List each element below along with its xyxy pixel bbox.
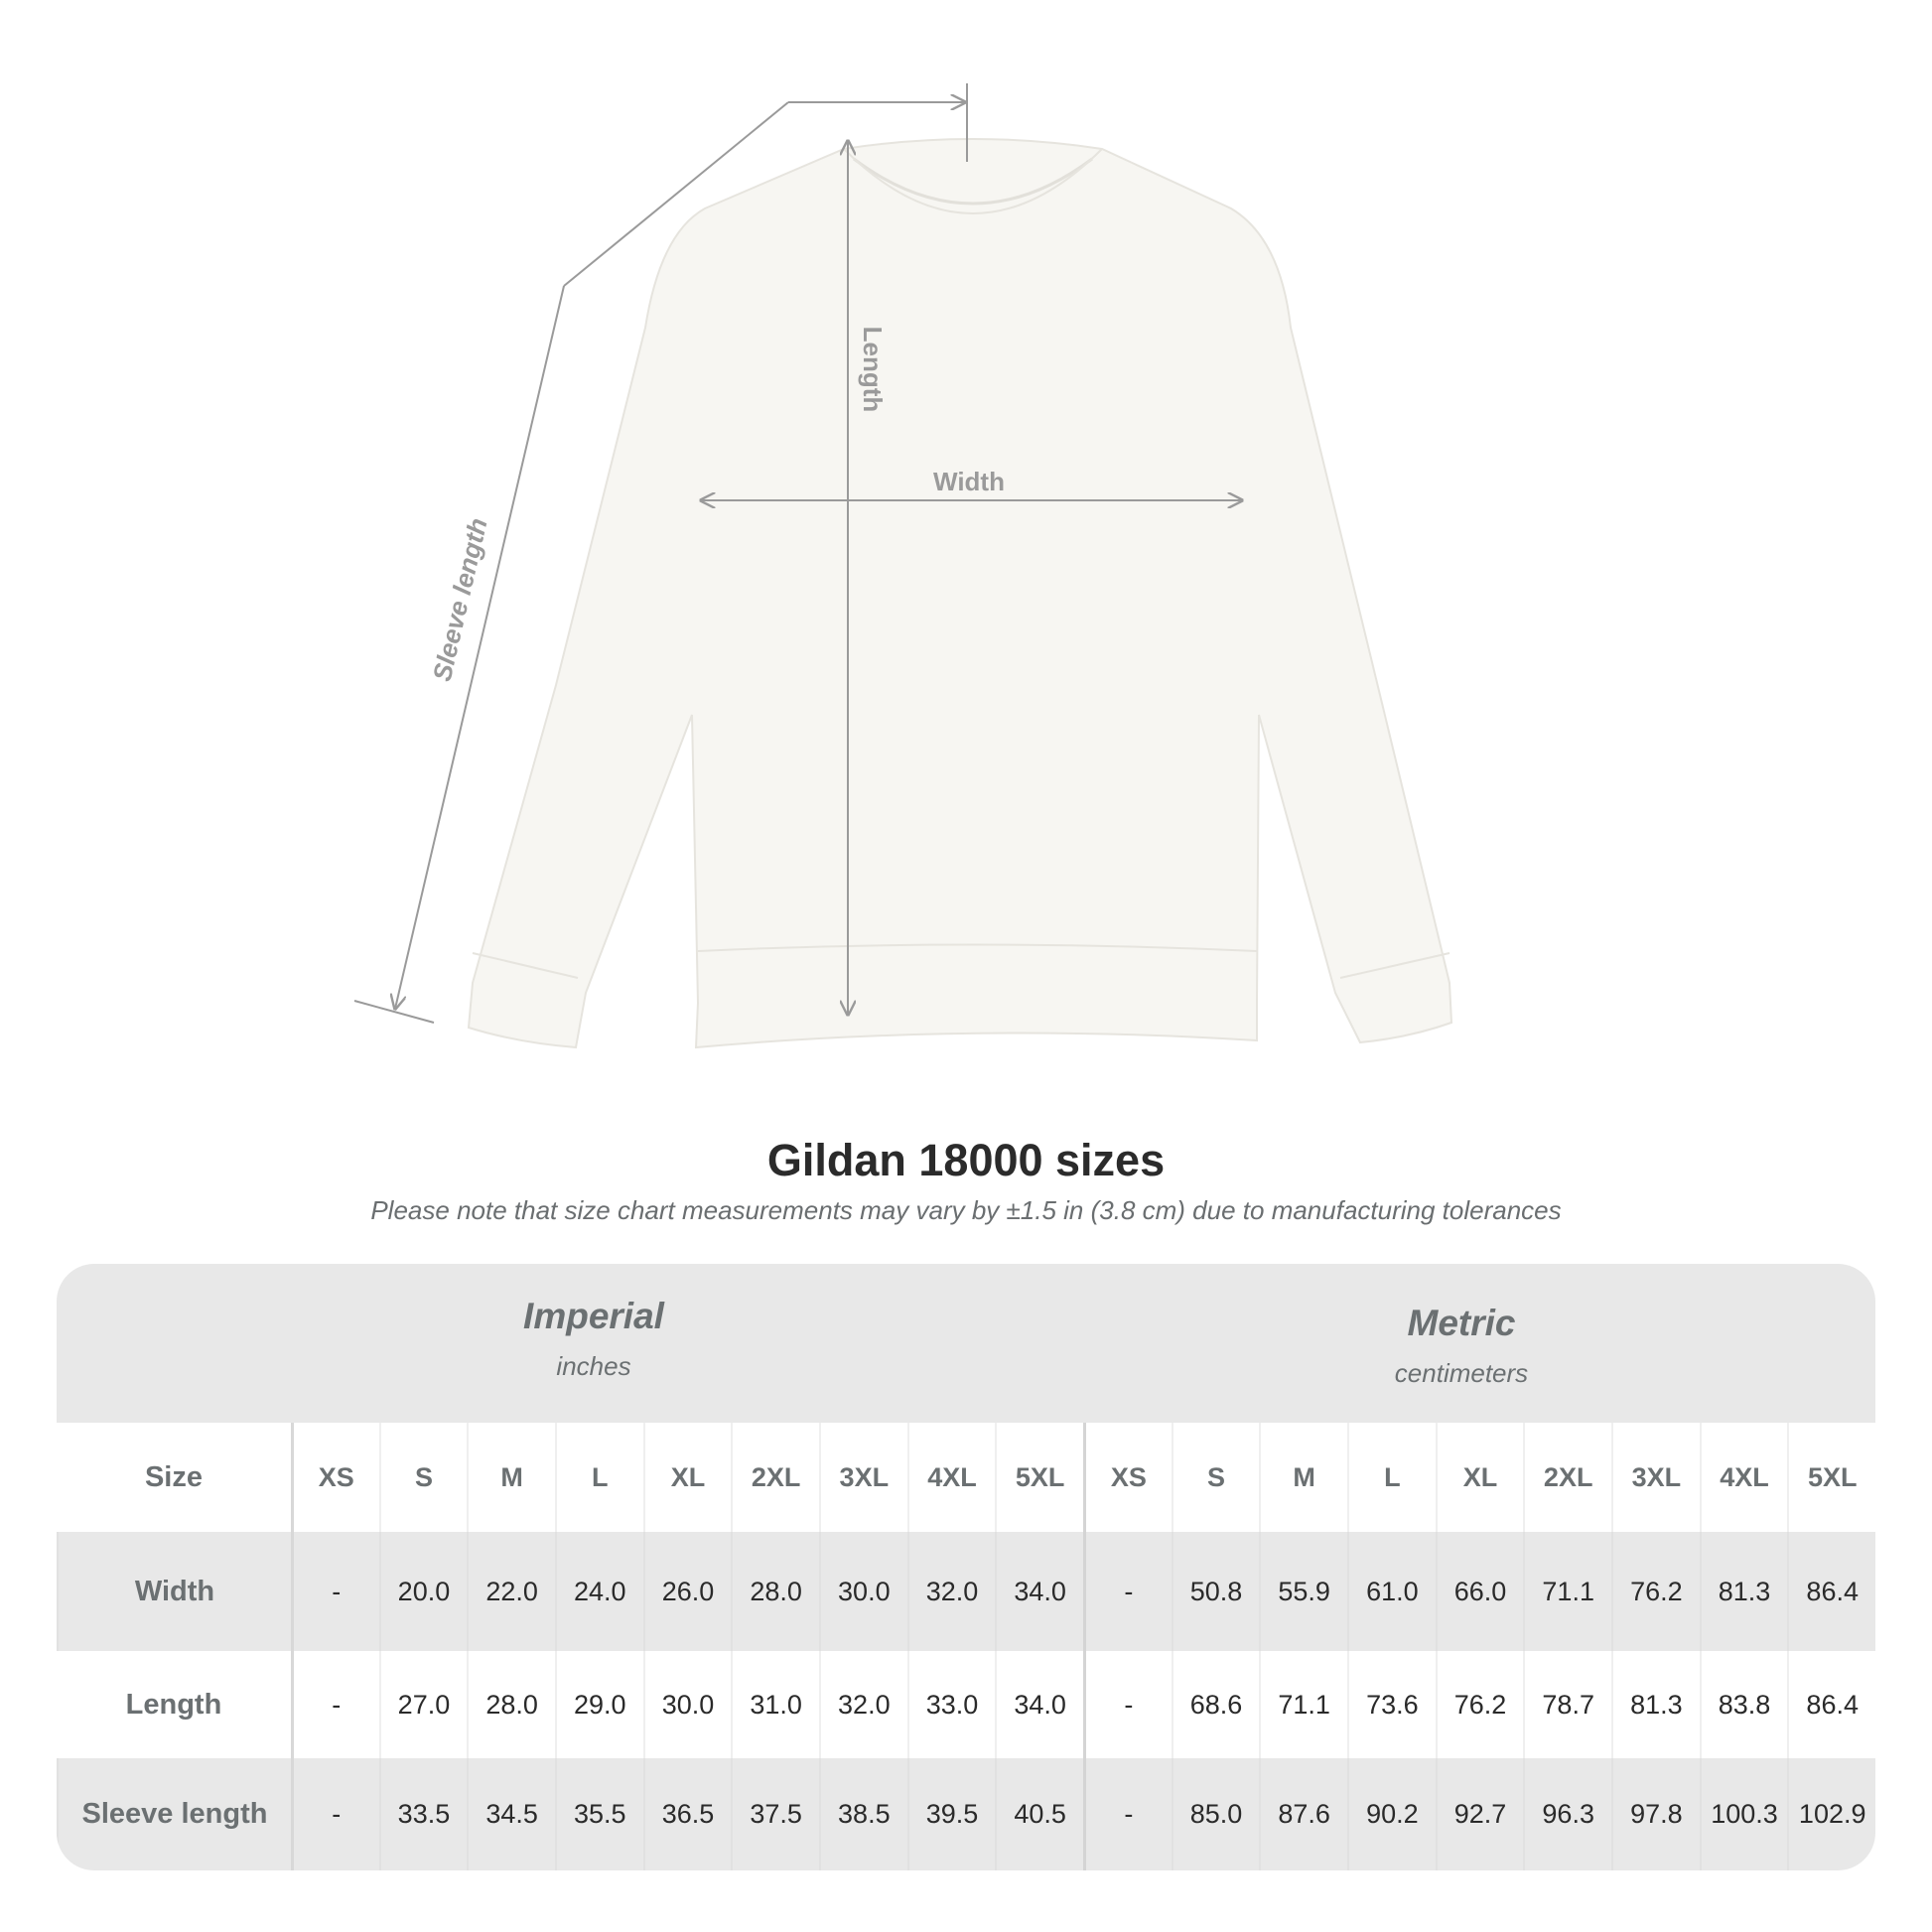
value-cell-metric: 83.8	[1699, 1651, 1788, 1758]
value-cell-imperial: 26.0	[642, 1532, 732, 1651]
value-cell-imperial: 36.5	[642, 1758, 732, 1870]
size-header-metric: 4XL	[1699, 1423, 1788, 1532]
size-header-metric: 3XL	[1611, 1423, 1700, 1532]
value-cell-metric: 76.2	[1611, 1532, 1700, 1651]
value-cell-imperial: 28.0	[731, 1532, 819, 1651]
value-cell-imperial: 34.0	[995, 1651, 1083, 1758]
value-cell-metric: 78.7	[1523, 1651, 1611, 1758]
value-cell-metric: 97.8	[1611, 1758, 1700, 1870]
value-cell-metric: 71.1	[1523, 1532, 1611, 1651]
value-cell-imperial: 32.0	[818, 1651, 907, 1758]
value-cell-imperial: 30.0	[642, 1651, 732, 1758]
width-measure: Width	[701, 467, 1242, 500]
size-header-metric: M	[1259, 1423, 1347, 1532]
value-cell-metric: 86.4	[1787, 1651, 1875, 1758]
size-header-imperial: 3XL	[818, 1423, 907, 1532]
sweatshirt	[467, 138, 1453, 1049]
value-cell-imperial: 28.0	[467, 1651, 555, 1758]
value-cell-metric: 87.6	[1259, 1758, 1347, 1870]
table-row: Length -27.0 28.0 29.0 30.0 31.0 32.0 33.0 34.0-…	[57, 1651, 1875, 1758]
sweatshirt-illustration: Length Width Sleeve length	[353, 83, 1453, 1049]
value-cell-imperial: 22.0	[467, 1532, 555, 1651]
row-label: Length	[125, 1688, 222, 1721]
sleeve-length-label: Sleeve length	[427, 515, 493, 684]
value-cell-imperial: 39.5	[906, 1758, 996, 1870]
tolerance-note: Please note that size chart measurements…	[370, 1195, 1562, 1225]
value-cell-metric: 55.9	[1259, 1532, 1347, 1651]
size-label: Size	[144, 1460, 203, 1493]
value-cell-imperial: 29.0	[554, 1651, 643, 1758]
imperial-header: Imperial inches	[345, 1296, 842, 1382]
value-cell-imperial: 34.0	[995, 1532, 1083, 1651]
size-header-imperial: XL	[642, 1423, 732, 1532]
value-cell-imperial: 27.0	[378, 1651, 468, 1758]
value-cell-metric: 73.6	[1347, 1651, 1436, 1758]
value-cell-metric: -	[1083, 1758, 1172, 1870]
imperial-unit: inches	[556, 1351, 631, 1381]
value-cell-imperial: -	[290, 1532, 379, 1651]
value-cell-metric: 50.8	[1171, 1532, 1260, 1651]
value-cell-metric: 66.0	[1435, 1532, 1524, 1651]
page-title: Gildan 18000 sizes	[766, 1135, 1166, 1185]
value-cell-metric: -	[1083, 1532, 1172, 1651]
value-cell-imperial: -	[290, 1651, 379, 1758]
size-header-metric: XL	[1435, 1423, 1524, 1532]
row-label: Width	[57, 1532, 291, 1651]
value-cell-metric: 81.3	[1699, 1532, 1788, 1651]
value-cell-imperial: 37.5	[731, 1758, 819, 1870]
sleeve-length-measure	[353, 83, 968, 1024]
value-cell-imperial: 24.0	[554, 1532, 643, 1651]
size-header-imperial: 2XL	[731, 1423, 819, 1532]
value-cell-imperial: 38.5	[818, 1758, 907, 1870]
row-label: Sleeve length	[57, 1758, 291, 1870]
metric-header: Metric centimeters	[1213, 1303, 1710, 1389]
value-cell-imperial: 33.0	[906, 1651, 996, 1758]
imperial-title: Imperial	[523, 1296, 664, 1336]
value-cell-metric: 100.3	[1699, 1758, 1788, 1870]
size-header-imperial: XS	[290, 1423, 379, 1532]
size-header-imperial: 5XL	[995, 1423, 1083, 1532]
value-cell-metric: 61.0	[1347, 1532, 1436, 1651]
value-cell-metric: 92.7	[1435, 1758, 1524, 1870]
value-cell-imperial: 33.5	[378, 1758, 468, 1870]
table-row: Sleeve length -33.5 34.5 35.5 36.5 37.5 38.5 39…	[57, 1758, 1875, 1870]
size-header-imperial: 4XL	[906, 1423, 996, 1532]
value-cell-metric: 102.9	[1787, 1758, 1875, 1870]
value-cell-imperial: -	[290, 1758, 379, 1870]
value-cell-metric: 90.2	[1347, 1758, 1436, 1870]
length-label: Length	[858, 327, 888, 413]
size-header-imperial: S	[378, 1423, 468, 1532]
value-cell-imperial: 31.0	[731, 1651, 819, 1758]
metric-unit: centimeters	[1394, 1358, 1529, 1388]
value-cell-metric: 96.3	[1523, 1758, 1611, 1870]
size-table: Imperial inches Metric centimeters Size X…	[57, 1264, 1875, 1870]
size-header-metric: L	[1347, 1423, 1436, 1532]
value-cell-imperial: 40.5	[995, 1758, 1083, 1870]
value-cell-imperial: 35.5	[554, 1758, 643, 1870]
size-header-metric: S	[1171, 1423, 1260, 1532]
value-cell-metric: 76.2	[1435, 1651, 1524, 1758]
value-cell-imperial: 20.0	[378, 1532, 468, 1651]
width-label: Width	[933, 467, 1005, 496]
value-cell-metric: -	[1083, 1651, 1172, 1758]
value-cell-metric: 81.3	[1611, 1651, 1700, 1758]
value-cell-metric: 71.1	[1259, 1651, 1347, 1758]
size-header-metric: 5XL	[1787, 1423, 1875, 1532]
size-header-imperial: M	[467, 1423, 555, 1532]
table-row: Width -20.0 22.0 24.0 26.0 28.0 30.0 32.0 34.0-5…	[57, 1532, 1875, 1651]
length-measure: Length	[848, 141, 888, 1015]
value-cell-metric: 85.0	[1171, 1758, 1260, 1870]
size-header-metric: 2XL	[1523, 1423, 1611, 1532]
value-cell-imperial: 32.0	[906, 1532, 996, 1651]
size-header-row: Size XS S M L XL 2XL 3XL 4XL 5XL XS S M L XL 2XL 3XL 4XL 5…	[57, 1423, 1875, 1532]
size-header-imperial: L	[554, 1423, 643, 1532]
metric-title: Metric	[1407, 1303, 1516, 1343]
value-cell-imperial: 34.5	[467, 1758, 555, 1870]
value-cell-metric: 86.4	[1787, 1532, 1875, 1651]
value-cell-imperial: 30.0	[818, 1532, 907, 1651]
table-header-band: Imperial inches Metric centimeters	[57, 1264, 1875, 1423]
value-cell-metric: 68.6	[1171, 1651, 1260, 1758]
size-header-metric: XS	[1083, 1423, 1172, 1532]
